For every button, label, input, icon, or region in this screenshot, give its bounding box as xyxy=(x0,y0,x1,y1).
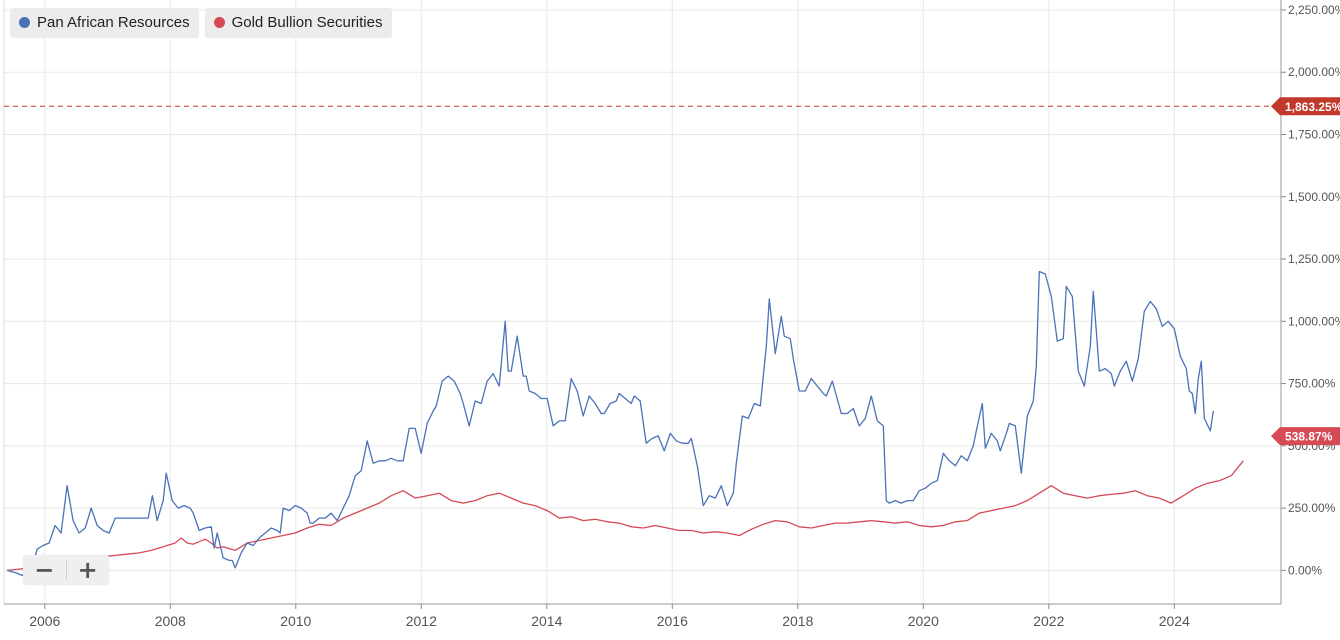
x-tick-label: 2012 xyxy=(406,613,437,629)
series-line-gold-bullion xyxy=(7,460,1244,572)
y-tick-label: 1,500.00% xyxy=(1288,190,1340,204)
x-tick-label: 2016 xyxy=(657,613,688,629)
x-tick-label: 2014 xyxy=(531,613,562,629)
zoom-out-button[interactable]: − xyxy=(34,556,55,584)
last-value-badge-gold xyxy=(1271,427,1340,446)
x-tick-label: 2022 xyxy=(1033,613,1064,629)
x-tick-label: 2018 xyxy=(782,613,813,629)
x-tick-label: 2010 xyxy=(280,613,311,629)
zoom-in-button[interactable]: + xyxy=(77,556,98,584)
last-value-label: 1,863.25% xyxy=(1285,100,1340,114)
last-value-label: 538.87% xyxy=(1285,430,1333,444)
x-tick-label: 2020 xyxy=(908,613,939,629)
y-tick-label: 2,000.00% xyxy=(1288,65,1340,79)
series-dot-icon xyxy=(19,17,30,28)
y-tick-label: 1,000.00% xyxy=(1288,314,1340,328)
last-value-badge-pan-african xyxy=(1271,97,1340,116)
series-dot-icon xyxy=(213,17,225,28)
x-tick-label: 2024 xyxy=(1159,613,1190,629)
y-tick-label: 750.00% xyxy=(1288,377,1336,391)
legend: Pan African Resources Gold Bullion Secur… xyxy=(10,8,392,38)
x-tick-label: 2006 xyxy=(29,613,60,629)
x-tick-label: 2008 xyxy=(155,613,186,629)
legend-label: Pan African Resources xyxy=(37,14,190,31)
series-line-pan-african xyxy=(6,270,1214,577)
legend-label: Gold Bullion Securities xyxy=(231,14,383,31)
y-tick-label: 1,250.00% xyxy=(1288,252,1340,266)
y-tick-label: 1,750.00% xyxy=(1288,127,1340,141)
legend-item-pan-african[interactable]: Pan African Resources xyxy=(10,8,199,38)
zoom-divider xyxy=(65,560,67,580)
y-tick-label: 2,250.00% xyxy=(1288,3,1340,17)
legend-item-gold-bullion[interactable]: Gold Bullion Securities xyxy=(204,8,392,38)
y-tick-label: 250.00% xyxy=(1288,501,1336,515)
y-tick-label: 0.00% xyxy=(1288,563,1322,577)
zoom-controls: − + xyxy=(23,555,109,585)
